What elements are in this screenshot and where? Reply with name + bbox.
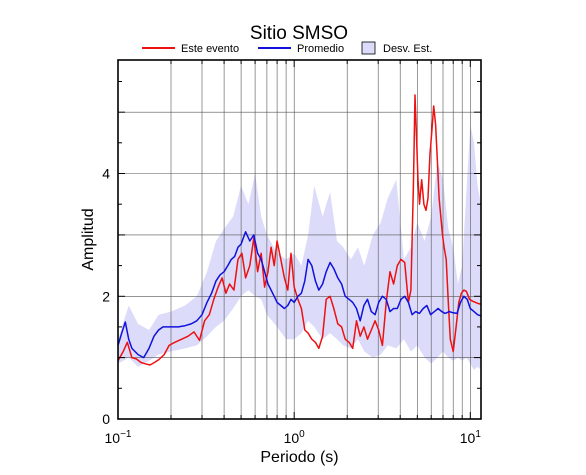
std-dev-band [118,124,481,370]
plot-frame [117,59,482,420]
x-tick-label: 101 [460,429,482,446]
series-line-promedio [118,231,481,359]
x-tick-label: 100 [284,429,306,446]
x-tick-label: 10−1 [105,429,132,446]
y-tick-label: 2 [102,288,110,304]
legend: Este evento Promedio Desv. Est. [142,41,432,55]
legend-label-desv-est: Desv. Est. [383,43,432,55]
y-tick-label: 0 [102,411,110,427]
x-axis-label: Periodo (s) [260,449,338,466]
legend-label-promedio: Promedio [297,43,344,55]
legend-label-este-evento: Este evento [181,43,239,55]
legend-swatch-desv-est [361,41,376,55]
y-tick-label: 4 [102,166,110,182]
y-axis-label: Amplitud [80,208,97,270]
std-dev-band-area [118,124,481,370]
series-line-este-evento [118,94,481,366]
chart-title: Sitio SMSO [250,23,348,44]
series-lines [118,94,481,366]
